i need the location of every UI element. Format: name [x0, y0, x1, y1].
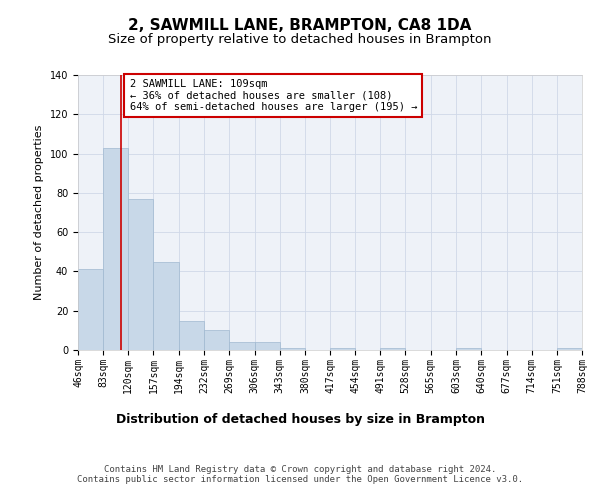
Bar [380, 348, 406, 350]
Bar [179, 320, 203, 350]
Bar [280, 348, 305, 350]
Bar [330, 348, 355, 350]
Bar [205, 330, 229, 350]
Text: Size of property relative to detached houses in Brampton: Size of property relative to detached ho… [108, 32, 492, 46]
Bar [128, 198, 154, 350]
Bar [103, 148, 128, 350]
Bar [254, 342, 280, 350]
Bar [229, 342, 254, 350]
Text: Distribution of detached houses by size in Brampton: Distribution of detached houses by size … [115, 412, 485, 426]
Bar [457, 348, 481, 350]
Text: 2, SAWMILL LANE, BRAMPTON, CA8 1DA: 2, SAWMILL LANE, BRAMPTON, CA8 1DA [128, 18, 472, 32]
Bar [557, 348, 582, 350]
Text: 2 SAWMILL LANE: 109sqm
← 36% of detached houses are smaller (108)
64% of semi-de: 2 SAWMILL LANE: 109sqm ← 36% of detached… [130, 79, 417, 112]
Bar [78, 270, 103, 350]
Y-axis label: Number of detached properties: Number of detached properties [34, 125, 44, 300]
Bar [154, 262, 179, 350]
Text: Contains HM Land Registry data © Crown copyright and database right 2024.
Contai: Contains HM Land Registry data © Crown c… [77, 465, 523, 484]
